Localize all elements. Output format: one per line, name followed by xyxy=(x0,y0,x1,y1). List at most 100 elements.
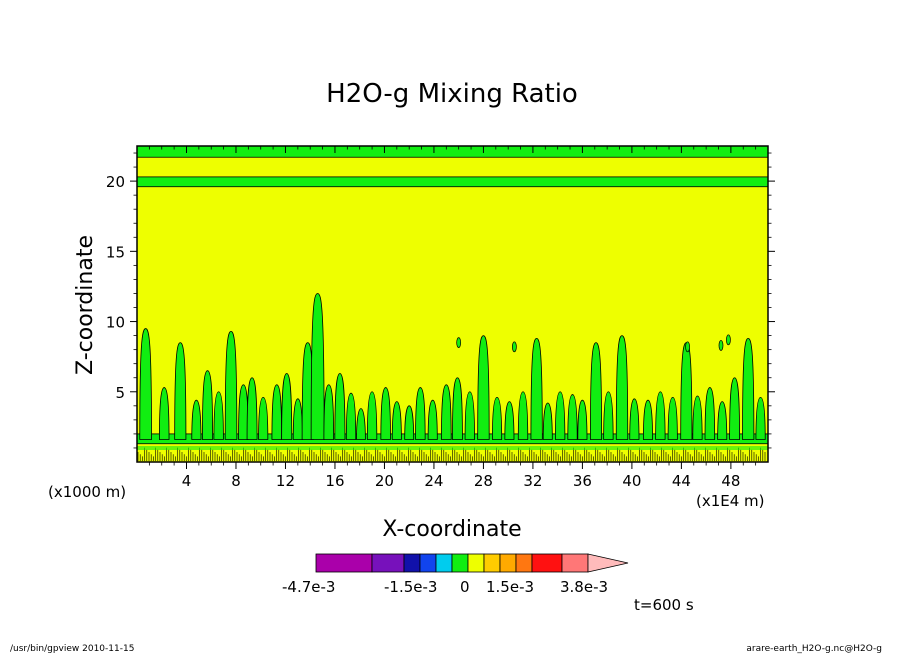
y-axis-label: Z-coordinate xyxy=(73,235,98,375)
footer-left: /usr/bin/gpview 2010-11-15 xyxy=(10,644,134,654)
plume-32 xyxy=(517,391,529,440)
colorbar-swatch xyxy=(315,553,373,573)
y-tick-label: 20 xyxy=(106,173,125,191)
plume-23 xyxy=(404,405,415,440)
plume-24 xyxy=(415,387,426,440)
plume-40 xyxy=(615,335,629,440)
colorbar-swatch xyxy=(435,553,453,573)
plume-16 xyxy=(323,384,335,440)
colorbar-swatch xyxy=(561,553,589,573)
chart-title: H2O-g Mixing Ratio xyxy=(326,79,578,109)
colorbar-swatch xyxy=(483,553,501,573)
plume-29 xyxy=(477,335,490,440)
plume-50 xyxy=(742,338,755,440)
plume-19 xyxy=(356,408,366,440)
x-tick-label: 24 xyxy=(424,472,443,490)
colorbar-swatch xyxy=(531,553,563,573)
colorbar-label-5: 3.8e-3 xyxy=(560,578,608,596)
time-label: t=600 s xyxy=(634,596,694,614)
plume-44 xyxy=(667,396,678,440)
plume-47 xyxy=(704,387,716,440)
x-axis: 4 8 12 16 20 24 28 32 36 40 44 48 xyxy=(148,146,757,490)
plume-25 xyxy=(427,399,438,440)
ground-layer xyxy=(137,446,768,461)
ground-band xyxy=(137,446,768,450)
plume-31 xyxy=(504,401,515,440)
x-tick-label: 4 xyxy=(182,472,192,490)
plume-21 xyxy=(380,387,391,440)
plume-5 xyxy=(201,370,214,440)
contour-dot-1 xyxy=(456,337,462,348)
colorbar-label-3: 0 xyxy=(460,578,470,596)
plume-30 xyxy=(491,396,503,440)
y-tick-label: 15 xyxy=(106,243,125,261)
contour-dot-2 xyxy=(512,341,517,353)
colorbar-swatch xyxy=(451,553,469,573)
colorbar-swatch xyxy=(515,553,533,573)
y-tick-label: 5 xyxy=(115,384,125,402)
plume-22 xyxy=(391,401,402,440)
x-tick-label: 20 xyxy=(375,472,394,490)
x-tick-label: 28 xyxy=(474,472,493,490)
plume-46 xyxy=(692,395,703,440)
plot-frame xyxy=(136,145,769,463)
plume-26 xyxy=(441,384,452,440)
plume-38 xyxy=(589,342,603,440)
plume-10 xyxy=(258,396,269,440)
plume-1 xyxy=(139,328,152,440)
plume-3 xyxy=(174,342,187,440)
x-tick-label: 40 xyxy=(622,472,641,490)
contour-band-1 xyxy=(136,145,769,158)
plume-28 xyxy=(464,391,475,440)
x-tick-label: 36 xyxy=(573,472,592,490)
x-axis-label: X-coordinate xyxy=(382,517,521,542)
plume-39 xyxy=(603,391,614,440)
colorbar-label-2: -1.5e-3 xyxy=(384,578,437,596)
colorbar-swatch xyxy=(403,553,421,573)
plume-43 xyxy=(655,391,666,440)
plume-45 xyxy=(680,342,693,440)
colorbar xyxy=(315,553,629,573)
contour-dot-4 xyxy=(718,340,724,351)
x-tick-label: 16 xyxy=(325,472,344,490)
colorbar-arrow xyxy=(587,553,629,573)
plume-36 xyxy=(567,394,578,440)
plume-17 xyxy=(334,373,346,440)
plume-9 xyxy=(246,377,258,440)
x-tick-label: 12 xyxy=(276,472,295,490)
plume-51 xyxy=(755,396,766,440)
x-tick-label: 8 xyxy=(231,472,241,490)
plume-35 xyxy=(554,391,566,440)
x-unit-left: (x1000 m) xyxy=(48,483,126,501)
plume-48 xyxy=(717,401,728,440)
plume-18 xyxy=(345,392,357,440)
plume-49 xyxy=(729,377,740,440)
contour-dot-5 xyxy=(726,334,731,346)
y-axis: 5 10 15 20 xyxy=(106,152,775,449)
x-tick-label: 32 xyxy=(523,472,542,490)
plume-27 xyxy=(452,377,463,440)
x-unit-right: (x1E4 m) xyxy=(696,492,765,510)
plume-4 xyxy=(191,399,202,440)
footer-right: arare-earth_H2O-g.nc@H2O-g xyxy=(746,644,882,654)
plume-41 xyxy=(629,398,640,440)
plume-6 xyxy=(213,391,224,440)
colorbar-swatch xyxy=(419,553,437,573)
contour-dot-3 xyxy=(685,341,690,353)
plume-37 xyxy=(577,399,588,440)
x-tick-label: 48 xyxy=(721,472,740,490)
y-tick-label: 10 xyxy=(106,314,125,332)
plume-34 xyxy=(542,402,553,440)
x-tick-label: 44 xyxy=(672,472,691,490)
colorbar-swatch xyxy=(467,553,485,573)
colorbar-swatch xyxy=(499,553,517,573)
plume-42 xyxy=(642,399,653,440)
contour-band-2 xyxy=(136,176,769,188)
plume-12 xyxy=(281,373,293,440)
plume-7 xyxy=(224,330,238,440)
plume-33 xyxy=(530,338,543,440)
colorbar-swatch xyxy=(371,553,405,573)
plume-15 xyxy=(310,293,325,440)
colorbar-label-1: -4.7e-3 xyxy=(282,578,335,596)
